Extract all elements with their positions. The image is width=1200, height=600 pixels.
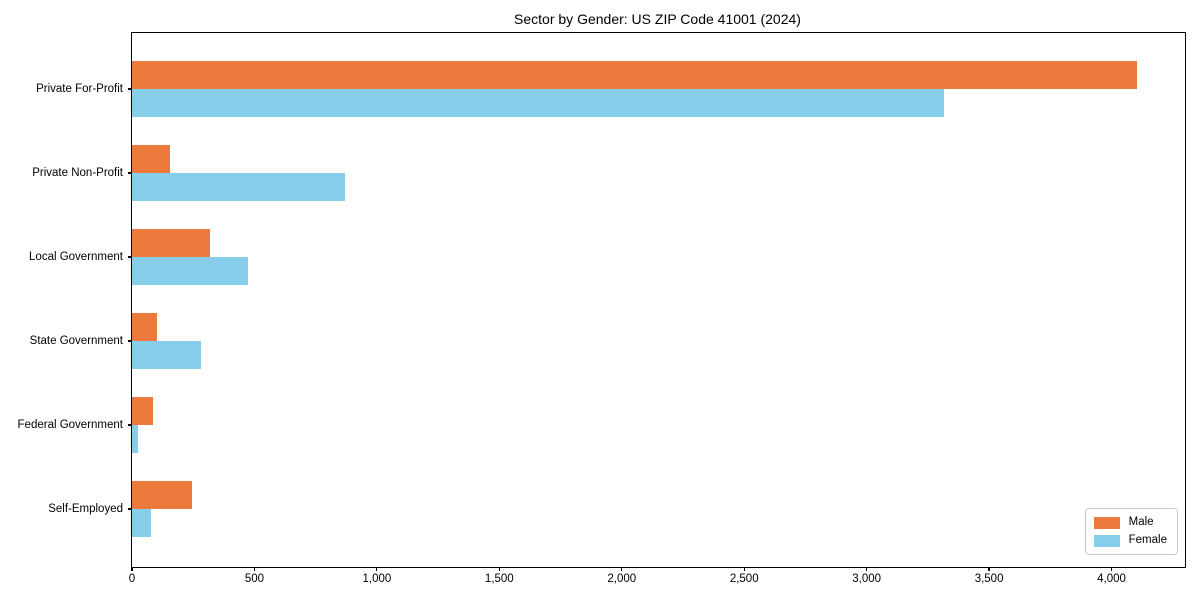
y-axis-label: State Government xyxy=(29,335,123,347)
x-axis-tick xyxy=(988,567,990,571)
chart-title: Sector by Gender: US ZIP Code 41001 (202… xyxy=(514,11,801,27)
y-axis-label: Federal Government xyxy=(17,419,123,431)
x-axis-tick-label: 2,000 xyxy=(607,573,637,585)
x-axis-tick xyxy=(376,567,378,571)
x-axis-tick-label: 2,500 xyxy=(729,573,759,585)
y-axis-tick xyxy=(128,508,132,510)
y-axis-label: Local Government xyxy=(29,251,123,263)
y-axis-tick xyxy=(128,88,132,90)
x-axis-tick xyxy=(498,567,500,571)
bar-male-1 xyxy=(132,145,171,173)
legend-label: Male xyxy=(1128,516,1154,528)
bar-female-3 xyxy=(132,341,202,369)
bar-male-3 xyxy=(132,313,157,341)
legend-item-male: Male xyxy=(1093,516,1167,529)
x-axis-tick-label: 3,000 xyxy=(852,573,882,585)
bar-male-4 xyxy=(132,397,153,425)
legend-swatch-icon xyxy=(1093,534,1120,547)
x-axis-tick-label: 1,000 xyxy=(362,573,392,585)
x-axis-tick-label: 1,500 xyxy=(484,573,514,585)
x-axis-tick xyxy=(253,567,256,571)
bar-female-0 xyxy=(132,89,945,117)
x-axis-tick-label: 4,000 xyxy=(1097,573,1126,585)
bar-female-1 xyxy=(132,173,346,201)
y-axis-tick xyxy=(128,340,132,342)
y-axis-tick xyxy=(128,256,132,258)
x-axis-tick-label: 500 xyxy=(244,573,265,585)
y-axis-tick xyxy=(128,172,132,174)
legend: Male Female xyxy=(1084,508,1178,555)
bar-female-4 xyxy=(132,425,139,453)
bar-male-0 xyxy=(132,61,1138,89)
bar-female-2 xyxy=(132,257,249,285)
x-axis-tick xyxy=(621,567,623,571)
x-axis-tick-label: 3,500 xyxy=(974,573,1004,585)
x-axis-tick xyxy=(131,567,133,571)
legend-swatch-icon xyxy=(1093,516,1120,529)
bar-male-5 xyxy=(132,481,192,509)
y-axis-label: Private Non-Profit xyxy=(32,167,123,179)
bar-female-5 xyxy=(132,509,152,537)
x-axis-tick xyxy=(743,567,745,571)
y-axis-label: Private For-Profit xyxy=(36,83,123,95)
y-axis-label: Self-Employed xyxy=(48,503,123,515)
plot-area: Male Female Private For-Profit Private Non… xyxy=(18,32,1186,585)
x-axis-tick-label: 0 xyxy=(128,573,136,585)
x-axis-tick xyxy=(866,567,868,571)
x-axis-tick xyxy=(1110,567,1113,571)
y-axis-tick xyxy=(128,424,132,426)
legend-item-female: Female xyxy=(1093,534,1167,547)
legend-label: Female xyxy=(1128,534,1167,546)
bar-male-2 xyxy=(132,229,210,257)
